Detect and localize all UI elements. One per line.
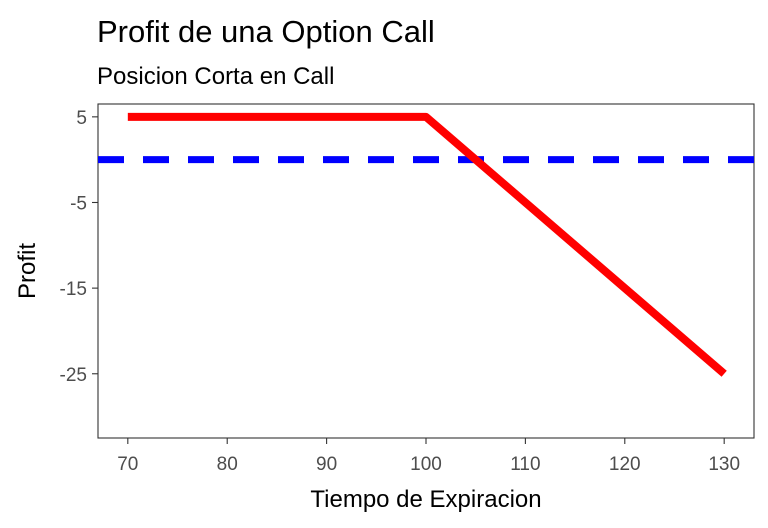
- y-tick-label: -25: [60, 365, 87, 386]
- series-lines: [127, 112, 727, 377]
- x-tick-label: 100: [410, 454, 442, 475]
- series-line-0: [127, 112, 727, 377]
- y-axis-title: Profit: [14, 243, 41, 299]
- x-tick-label: 110: [510, 454, 540, 475]
- x-axis-title: Tiempo de Expiracion: [310, 486, 541, 513]
- x-tick-label: 80: [217, 454, 238, 475]
- x-tick-label: 70: [117, 454, 138, 475]
- chart-subtitle: Posicion Corta en Call: [97, 63, 334, 90]
- x-tick-label: 130: [708, 454, 740, 475]
- y-axis: 5 -5 -15 -25: [60, 108, 98, 386]
- y-tick-label: -15: [60, 279, 87, 300]
- x-tick-label: 90: [316, 454, 337, 475]
- y-tick-label: -5: [70, 193, 87, 214]
- x-axis: 70 80 90 100 110 120 130: [117, 438, 740, 475]
- chart-title: Profit de una Option Call: [97, 14, 435, 49]
- y-tick-label: 5: [76, 108, 87, 129]
- plot-panel: [97, 103, 755, 439]
- x-tick-label: 120: [609, 454, 641, 475]
